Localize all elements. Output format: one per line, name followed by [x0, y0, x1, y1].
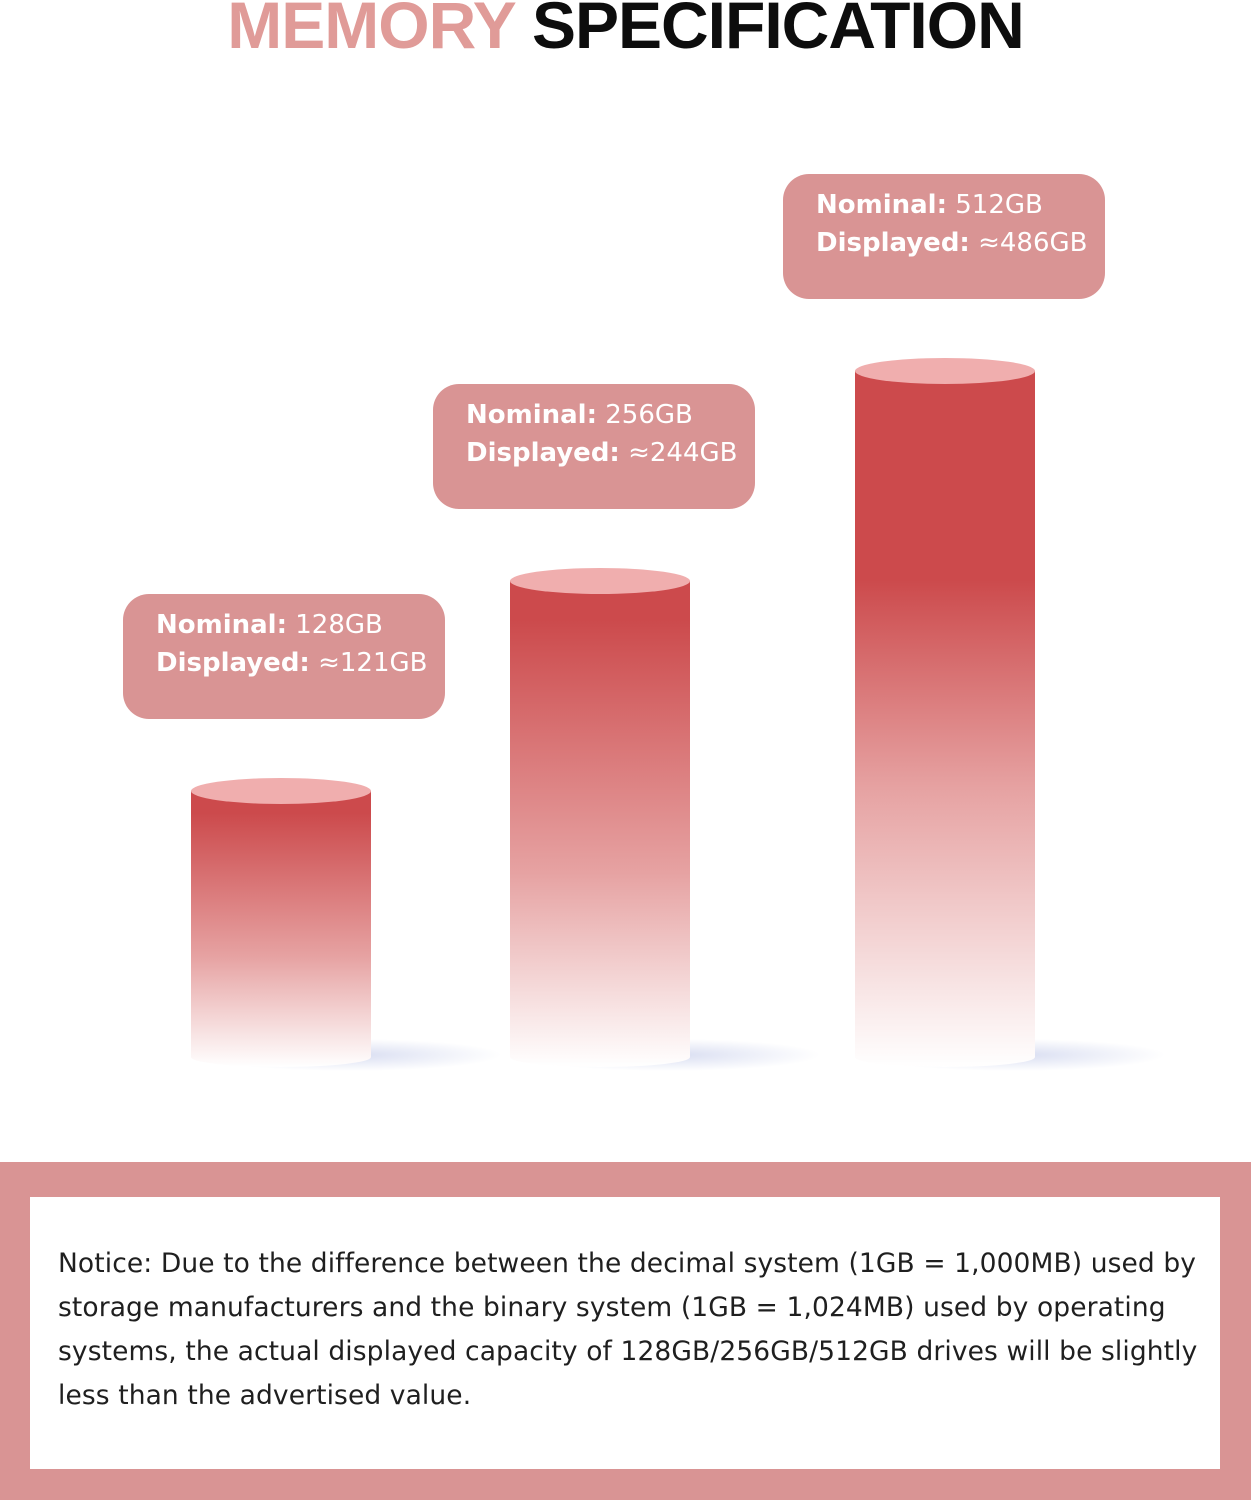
capacity-chart: Nominal: 128GB Displayed: ≈121GB Nominal… [123, 174, 1165, 1071]
displayed-value: ≈244GB [628, 438, 738, 468]
bar-cap-256gb [510, 568, 690, 594]
nominal-label: Nominal: [466, 400, 597, 430]
page-title: MEMORY SPECIFICATION [0, 0, 1251, 65]
capacity-chart-svg [191, 358, 1165, 1071]
label-box-512gb: Nominal: 512GB Displayed: ≈486GB [783, 174, 1105, 299]
nominal-value: 512GB [955, 190, 1043, 220]
label-box-256gb: Nominal: 256GB Displayed: ≈244GB [433, 384, 755, 509]
notice-frame: Notice: Due to the difference between th… [0, 1162, 1251, 1500]
nominal-label: Nominal: [816, 190, 947, 220]
label-box-128gb: Nominal: 128GB Displayed: ≈121GB [123, 594, 445, 719]
notice-text: Notice: Due to the difference between th… [58, 1248, 1198, 1411]
displayed-label: Displayed: [816, 228, 970, 258]
displayed-label: Displayed: [156, 648, 310, 678]
title-main-word: SPECIFICATION [531, 0, 1025, 62]
bar-256gb [510, 581, 690, 1067]
displayed-value: ≈121GB [318, 648, 428, 678]
nominal-value: 256GB [605, 400, 693, 430]
title-accent-word: MEMORY [227, 0, 515, 62]
nominal-label: Nominal: [156, 610, 287, 640]
displayed-value: ≈486GB [978, 228, 1088, 258]
nominal-value: 128GB [295, 610, 383, 640]
notice-panel: Notice: Due to the difference between th… [30, 1197, 1220, 1469]
displayed-label: Displayed: [466, 438, 620, 468]
bar-512gb [855, 371, 1035, 1067]
bar-cap-128gb [191, 778, 371, 804]
bar-cap-512gb [855, 358, 1035, 384]
bar-128gb [191, 791, 371, 1067]
